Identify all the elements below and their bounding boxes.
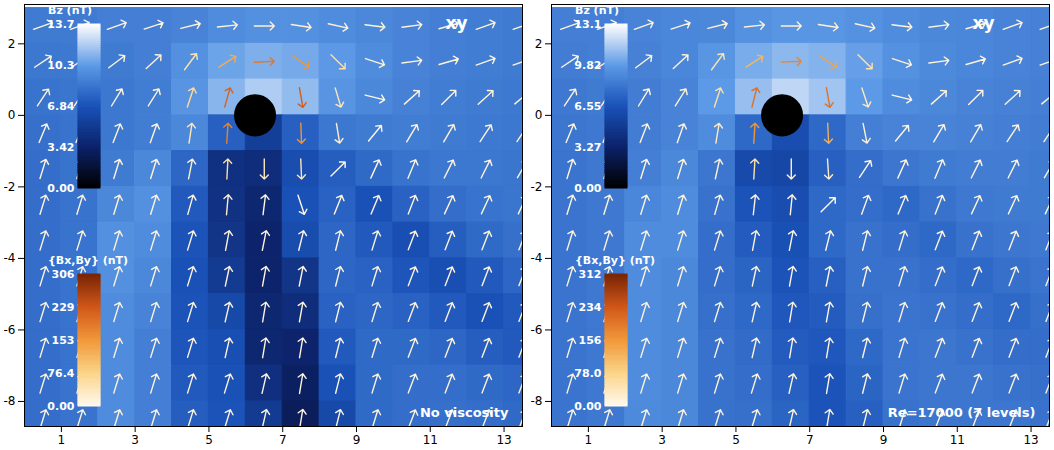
svg-text:2: 2 [8, 37, 16, 51]
svg-text:13: 13 [1023, 433, 1038, 447]
svg-text:234: 234 [579, 301, 602, 314]
svg-text:10.3: 10.3 [47, 59, 74, 72]
svg-text:7: 7 [806, 433, 814, 447]
svg-text:1: 1 [585, 433, 593, 447]
svg-text:229: 229 [52, 301, 75, 314]
svg-text:13: 13 [496, 433, 511, 447]
svg-text:0: 0 [8, 108, 16, 122]
svg-text:0.00: 0.00 [574, 182, 601, 195]
svg-text:-2: -2 [4, 180, 16, 194]
html-text:Bz (nT): Bz (nT) [48, 4, 92, 17]
svg-text:-8: -8 [531, 394, 543, 408]
svg-text:9: 9 [353, 433, 361, 447]
svg-text:7: 7 [279, 433, 287, 447]
svg-text:6.84: 6.84 [47, 100, 74, 113]
svg-text:312: 312 [579, 268, 602, 281]
svg-text:2: 2 [535, 37, 543, 51]
svg-text:0.00: 0.00 [574, 400, 601, 413]
svg-text:306: 306 [52, 268, 75, 281]
svg-text:0.00: 0.00 [47, 400, 74, 413]
html-text:Bz (nT): Bz (nT) [575, 4, 619, 17]
svg-text:153: 153 [52, 334, 75, 347]
svg-text:xy: xy [972, 13, 994, 33]
svg-text:6.55: 6.55 [574, 100, 601, 113]
svg-text:78.0: 78.0 [574, 367, 601, 380]
html-text:{Bx,By} (nT): {Bx,By} (nT) [575, 254, 656, 267]
svg-text:3: 3 [658, 433, 666, 447]
svg-text:76.4: 76.4 [47, 367, 74, 380]
svg-text:-6: -6 [531, 323, 543, 337]
svg-text:No viscosity: No viscosity [420, 405, 509, 420]
svg-text:5: 5 [205, 433, 213, 447]
svg-text:0.00: 0.00 [47, 182, 74, 195]
svg-text:-8: -8 [4, 394, 16, 408]
svg-text:-4: -4 [4, 251, 16, 265]
svg-text:1: 1 [58, 433, 66, 447]
svg-text:156: 156 [579, 334, 602, 347]
svg-text:0: 0 [535, 108, 543, 122]
svg-text:-4: -4 [531, 251, 543, 265]
svg-text:5: 5 [732, 433, 740, 447]
svg-text:Re=17000 (7 levels): Re=17000 (7 levels) [888, 405, 1036, 420]
svg-text:9.82: 9.82 [574, 59, 601, 72]
svg-text:-6: -6 [4, 323, 16, 337]
svg-text:11: 11 [423, 433, 438, 447]
svg-text:3: 3 [131, 433, 139, 447]
svg-text:9: 9 [880, 433, 888, 447]
svg-text:xy: xy [445, 13, 467, 33]
svg-text:-2: -2 [531, 180, 543, 194]
svg-text:3.27: 3.27 [574, 141, 601, 154]
svg-text:13.1: 13.1 [574, 18, 601, 31]
svg-text:13.7: 13.7 [47, 18, 74, 31]
html-text:{Bx,By} (nT): {Bx,By} (nT) [48, 254, 129, 267]
svg-text:3.42: 3.42 [47, 141, 74, 154]
svg-text:11: 11 [950, 433, 965, 447]
